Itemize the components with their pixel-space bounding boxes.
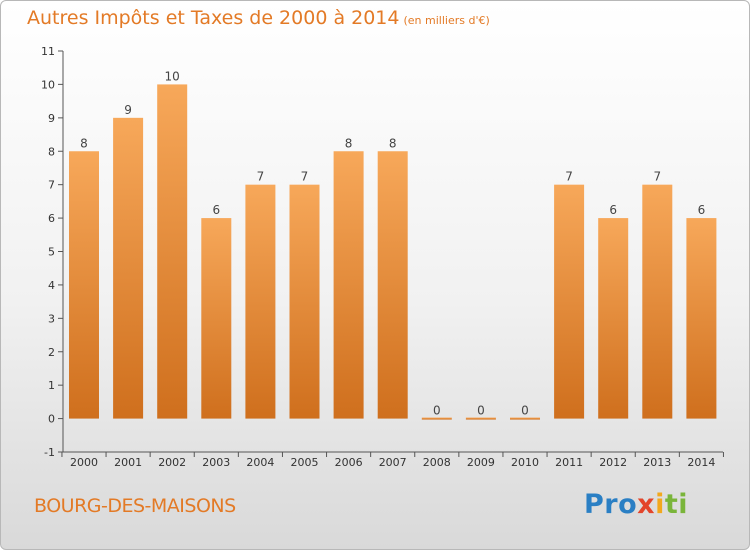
bar[interactable] bbox=[289, 184, 320, 419]
bar-value-label: 0 bbox=[433, 404, 441, 418]
x-tick-label: 2010 bbox=[511, 456, 539, 469]
city-name: BOURG-DES-MAISONS bbox=[34, 495, 236, 517]
bar[interactable] bbox=[686, 218, 717, 419]
bar-value-label: 7 bbox=[565, 170, 573, 184]
y-tick-label: 6 bbox=[48, 212, 55, 225]
chart-title-text: Autres Impôts et Taxes de 2000 à 2014 bbox=[27, 7, 400, 29]
logo-part-2: x bbox=[637, 489, 656, 520]
bar-value-label: 0 bbox=[521, 404, 529, 418]
x-tick-label: 2014 bbox=[687, 456, 715, 469]
axes: -1 0 1 2 3 4 5 6 7 8 9 10 11 2000 2001 2002 2003 2004 2005… bbox=[41, 45, 724, 469]
bar-value-label: 8 bbox=[345, 136, 353, 150]
y-tick-label: 1 bbox=[48, 379, 55, 392]
bar[interactable] bbox=[69, 151, 99, 419]
bar[interactable] bbox=[113, 117, 144, 419]
chart-unit: (en milliers d'€) bbox=[403, 14, 490, 27]
bar-value-label: 9 bbox=[124, 103, 132, 117]
x-tick-label: 2002 bbox=[158, 456, 186, 469]
bar-value-label: 8 bbox=[80, 136, 88, 150]
bar[interactable] bbox=[245, 184, 276, 419]
bar-value-label: 6 bbox=[609, 203, 617, 217]
bar[interactable] bbox=[465, 417, 496, 420]
x-tick-label: 2003 bbox=[202, 456, 230, 469]
bar[interactable] bbox=[642, 184, 673, 419]
bar[interactable] bbox=[333, 151, 364, 419]
x-tick-label: 2001 bbox=[114, 456, 142, 469]
bar-value-label: 0 bbox=[477, 404, 485, 418]
bar-value-label: 10 bbox=[165, 69, 180, 83]
bar[interactable] bbox=[201, 218, 232, 419]
y-tick-label: 0 bbox=[48, 413, 55, 426]
y-tick-label: -1 bbox=[44, 446, 55, 459]
proxiti-logo[interactable]: Proxiti bbox=[584, 489, 688, 520]
y-tick-label: 7 bbox=[48, 179, 55, 192]
x-tick-label: 2012 bbox=[599, 456, 627, 469]
y-tick-label: 11 bbox=[41, 45, 55, 58]
labels-group: 8 9 10 6 7 7 8 8 0 0 0 7 6 7 6 bbox=[80, 69, 705, 417]
y-tick-label: 5 bbox=[48, 246, 55, 259]
bars-group bbox=[69, 84, 717, 420]
bar-value-label: 7 bbox=[653, 170, 661, 184]
bar-value-label: 7 bbox=[257, 170, 265, 184]
bar-value-label: 6 bbox=[212, 203, 220, 217]
x-tick-label: 2008 bbox=[423, 456, 451, 469]
chart-title: Autres Impôts et Taxes de 2000 à 2014 (en… bbox=[27, 7, 490, 29]
bar[interactable] bbox=[554, 184, 585, 419]
x-tick-label: 2006 bbox=[335, 456, 363, 469]
x-tick-label: 2004 bbox=[246, 456, 274, 469]
y-tick-label: 8 bbox=[48, 145, 55, 158]
y-tick-label: 3 bbox=[48, 312, 55, 325]
logo-part-3: i bbox=[655, 489, 665, 520]
x-tick-label: 2011 bbox=[555, 456, 583, 469]
x-tick-label: 2000 bbox=[70, 456, 98, 469]
x-tick-label: 2005 bbox=[291, 456, 319, 469]
bar[interactable] bbox=[421, 417, 452, 420]
y-tick-label: 4 bbox=[48, 279, 55, 292]
x-tick-label: 2009 bbox=[467, 456, 495, 469]
x-tick-label: 2013 bbox=[643, 456, 671, 469]
y-tick-label: 9 bbox=[48, 112, 55, 125]
bar-value-label: 6 bbox=[698, 203, 706, 217]
logo-part-4: ti bbox=[664, 489, 689, 520]
bar[interactable] bbox=[377, 151, 408, 419]
bar-value-label: 7 bbox=[301, 170, 309, 184]
bar[interactable] bbox=[510, 417, 540, 420]
logo-part-1: Pro bbox=[584, 489, 638, 520]
y-tick-label: 10 bbox=[41, 78, 55, 91]
y-tick-label: 2 bbox=[48, 346, 55, 359]
x-tick-label: 2007 bbox=[379, 456, 407, 469]
bar[interactable] bbox=[598, 218, 629, 419]
bar-value-label: 8 bbox=[389, 136, 397, 150]
bar[interactable] bbox=[157, 84, 188, 419]
